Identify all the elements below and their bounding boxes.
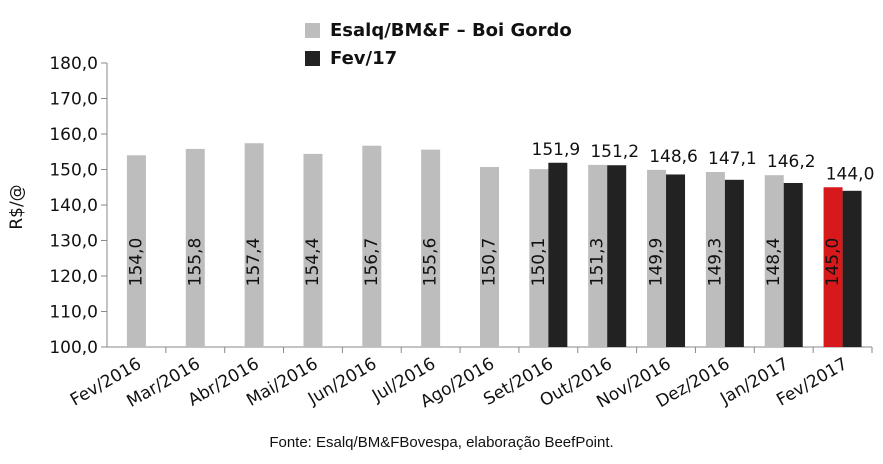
bar-fev17 (724, 179, 744, 347)
bar-esalq (705, 171, 725, 347)
y-tick-label: 110,0 (49, 303, 98, 323)
y-tick-label: 140,0 (49, 196, 98, 216)
bar-esalq (823, 187, 843, 347)
bar-esalq (529, 169, 549, 347)
bar-esalq (126, 155, 146, 347)
y-tick-label: 180,0 (49, 54, 98, 74)
data-label-fev17: 151,2 (590, 142, 639, 162)
source-note: Fonte: Esalq/BM&FBovespa, elaboração Bee… (269, 434, 614, 451)
bar-esalq (185, 148, 205, 347)
data-label-esalq: 154,0 (126, 238, 146, 287)
legend-label-fev17: Fev/17 (330, 47, 398, 69)
legend-item-esalq: Esalq/BM&F – Boi Gordo (305, 16, 572, 44)
data-label-esalq: 150,1 (529, 238, 549, 287)
bar-fev17 (607, 165, 627, 347)
data-label-esalq: 155,8 (185, 238, 205, 287)
data-label-esalq: 149,9 (647, 238, 667, 287)
data-label-fev17: 148,6 (649, 147, 698, 167)
y-tick-label: 170,0 (49, 90, 98, 110)
data-label-esalq: 148,4 (764, 238, 784, 287)
y-tick-label: 100,0 (49, 338, 98, 358)
data-label-fev17: 147,1 (708, 149, 757, 169)
bar-fev17 (842, 190, 862, 347)
bar-esalq (764, 175, 784, 347)
data-label-esalq: 151,3 (588, 238, 608, 287)
bar-esalq (303, 153, 323, 347)
data-label-esalq: 150,7 (480, 238, 500, 287)
data-label-esalq: 155,6 (421, 238, 441, 287)
bar-esalq (244, 143, 264, 347)
data-label-fev17: 151,9 (532, 140, 581, 160)
legend-label-esalq: Esalq/BM&F – Boi Gordo (330, 19, 572, 41)
legend-item-fev17: Fev/17 (305, 44, 572, 72)
bar-fev17 (783, 182, 803, 347)
data-label-esalq: 157,4 (244, 238, 264, 287)
bar-esalq (421, 149, 441, 347)
bar-esalq (647, 169, 667, 347)
y-tick-label: 150,0 (49, 161, 98, 181)
data-label-fev17: 146,2 (767, 152, 816, 172)
bar-esalq (588, 164, 608, 347)
legend-swatch-esalq (305, 22, 320, 38)
data-label-esalq: 154,4 (303, 238, 323, 287)
bar-esalq (480, 167, 499, 347)
legend: Esalq/BM&F – Boi Gordo Fev/17 (305, 16, 572, 72)
data-label-esalq: 156,7 (362, 238, 382, 287)
bar-fev17 (666, 174, 686, 347)
data-label-fev17: 144,0 (826, 164, 875, 184)
bar-fev17 (548, 162, 568, 347)
bar-esalq (362, 145, 382, 347)
y-tick-label: 120,0 (49, 267, 98, 287)
y-axis-title: R$/@ (7, 184, 27, 229)
data-label-esalq: 149,3 (705, 238, 725, 287)
data-label-esalq: 145,0 (823, 238, 843, 287)
legend-swatch-fev17 (305, 50, 320, 66)
y-tick-label: 130,0 (49, 232, 98, 252)
y-tick-label: 160,0 (49, 125, 98, 145)
